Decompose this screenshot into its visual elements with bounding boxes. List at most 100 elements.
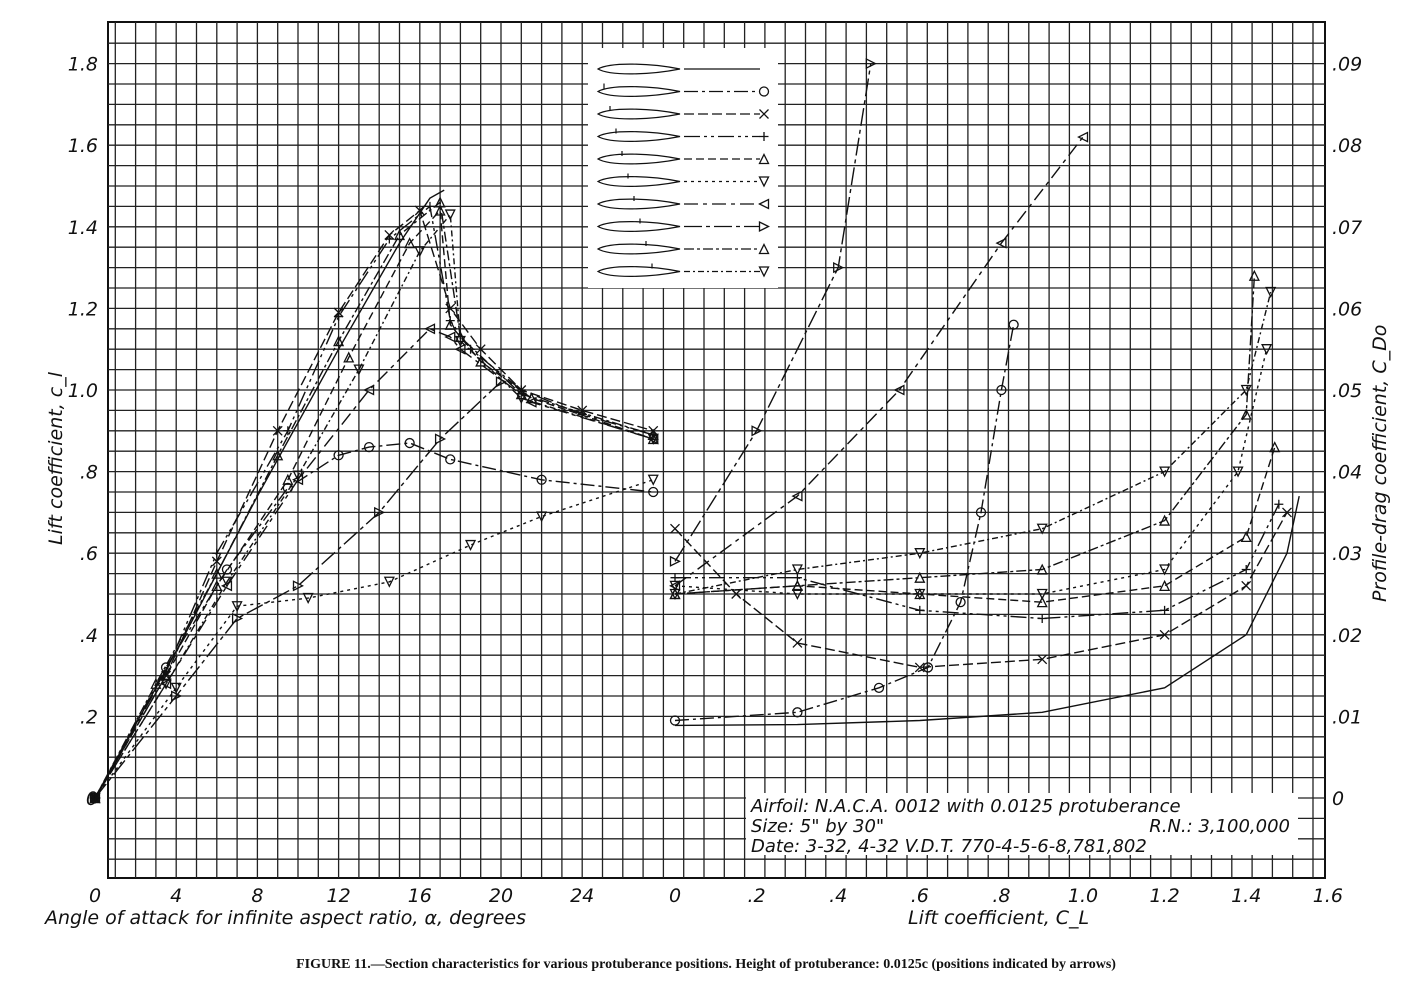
data-point-triangle-right <box>434 433 447 445</box>
left-x-tick-label: 8 <box>251 885 263 907</box>
right-y-tick-label: .07 <box>1332 217 1362 239</box>
series-line <box>674 63 872 562</box>
data-point-circle <box>221 564 233 575</box>
data-point-triangle-up <box>758 153 770 165</box>
data-point-triangle-down-2 <box>1265 286 1277 299</box>
airfoil-icon <box>596 108 681 120</box>
right-x-tick-label: .6 <box>911 885 929 907</box>
data-point-triangle-right <box>751 425 763 437</box>
data-point-cross <box>670 523 680 534</box>
series-line <box>674 324 1015 722</box>
series-line <box>94 212 654 799</box>
legend-entry <box>596 196 770 210</box>
data-point-cross <box>272 425 283 436</box>
plot-frame <box>107 21 1326 879</box>
data-point-triangle-up-2 <box>434 196 446 208</box>
data-point-triangle-up-2 <box>272 449 284 461</box>
data-point-triangle-up <box>1269 441 1281 453</box>
data-point-triangle-down-2 <box>89 792 101 804</box>
data-point-triangle-down <box>170 682 182 694</box>
left-x-tick-label: 20 <box>489 885 513 907</box>
data-point-triangle-up <box>444 318 456 330</box>
data-point-circle <box>996 384 1007 396</box>
legend-entry <box>596 241 770 255</box>
data-point-triangle-left <box>995 237 1007 249</box>
right-y-tick-label: .02 <box>1332 625 1362 647</box>
data-point-plus <box>1241 565 1251 575</box>
left-y-tick-label: 1.0 <box>68 380 98 402</box>
data-point-triangle-right <box>833 262 845 274</box>
series <box>94 189 445 799</box>
series-line <box>94 200 654 799</box>
left-y-tick-label: .6 <box>80 543 98 565</box>
data-point-cross <box>475 344 486 355</box>
data-point-plus <box>212 548 222 558</box>
series-line <box>674 512 1288 669</box>
data-point-plus <box>1037 613 1047 623</box>
data-point-triangle-down-2 <box>669 588 681 600</box>
data-point-triangle-down <box>302 592 314 605</box>
data-point-triangle-down <box>914 588 926 600</box>
data-point-triangle-up-2 <box>211 567 223 579</box>
series-line <box>674 291 1272 595</box>
right-x-tick-label: .4 <box>829 885 847 907</box>
data-point-triangle-up <box>1159 579 1171 591</box>
series <box>669 131 1089 592</box>
right-x-tick-label: 1.2 <box>1149 885 1179 907</box>
right-x-tick-label: .8 <box>992 885 1010 907</box>
data-point-triangle-right <box>89 792 101 804</box>
data-point-circle <box>536 474 547 485</box>
data-point-triangle-left <box>525 396 537 408</box>
data-point-triangle-up-2 <box>393 229 406 241</box>
series-line <box>94 208 654 799</box>
data-point-cross <box>759 109 769 119</box>
right-y-tick-label: 0 <box>1332 788 1344 810</box>
data-point-triangle-up <box>160 669 172 681</box>
data-point-triangle-down-2 <box>647 433 659 445</box>
data-point-plus <box>670 573 680 583</box>
data-point-triangle-down <box>383 576 395 588</box>
data-point-triangle-right <box>495 376 507 388</box>
legend-entry <box>596 106 769 120</box>
data-point-triangle-left <box>220 580 233 592</box>
series-line <box>94 209 654 799</box>
legend-entry <box>596 63 760 75</box>
airfoil-icon <box>596 198 681 210</box>
data-point-triangle-down <box>1232 466 1244 478</box>
left-x-tick-label: 12 <box>327 885 351 907</box>
data-point-triangle-right <box>171 690 183 702</box>
data-point-triangle-up <box>282 473 294 485</box>
data-point-circle <box>648 486 659 498</box>
data-point-triangle-down <box>791 588 803 600</box>
data-point-cross <box>1037 654 1048 665</box>
data-point-triangle-down <box>231 601 243 613</box>
data-point-triangle-down <box>758 176 770 188</box>
series <box>89 323 659 804</box>
data-point-cross <box>792 638 803 648</box>
data-point-triangle-up <box>434 204 446 216</box>
series <box>674 495 1300 727</box>
series <box>670 499 1284 623</box>
data-point-triangle-left <box>292 474 304 486</box>
left-y-tick-label: .2 <box>80 706 98 728</box>
data-point-circle <box>404 437 415 449</box>
data-point-circle <box>873 682 885 693</box>
data-point-triangle-up <box>1240 530 1252 543</box>
series-line <box>675 503 1280 620</box>
data-point-triangle-down-2 <box>1159 466 1171 478</box>
data-point-circle <box>1008 319 1019 330</box>
legend-entry <box>596 218 770 233</box>
series <box>669 269 1260 600</box>
series <box>669 58 877 567</box>
data-point-triangle-down <box>464 539 477 551</box>
data-point-triangle-left <box>1077 131 1089 143</box>
series <box>670 507 1292 673</box>
data-point-circle <box>792 707 803 718</box>
series-line <box>674 275 1256 595</box>
data-point-triangle-up-2 <box>1036 563 1048 575</box>
data-point-triangle-up-2 <box>914 571 926 583</box>
data-point-triangle-left <box>893 384 905 396</box>
data-point-triangle-down-2 <box>914 548 926 560</box>
data-point-cross <box>211 556 222 567</box>
